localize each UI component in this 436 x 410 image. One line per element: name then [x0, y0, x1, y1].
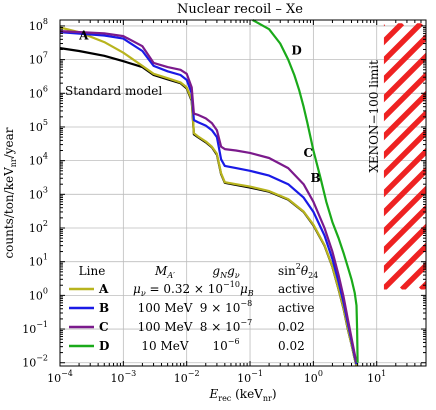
xenon-limit-region: XENON−100 limit — [367, 23, 426, 290]
legend-header-mass: MA′ — [154, 264, 175, 280]
legend-mass-d: 10 MeV — [141, 339, 188, 353]
limit-hatch — [383, 23, 426, 290]
hatch-stripe — [383, 128, 426, 179]
hatch-stripe — [383, 33, 426, 84]
legend-mass-b: 100 MeV — [138, 301, 193, 315]
curve-label: B — [310, 171, 320, 185]
series-line-c — [59, 30, 358, 363]
curve-label: A — [78, 28, 89, 42]
x-tick-label: 101 — [367, 369, 386, 385]
legend-line-d: D — [99, 339, 109, 353]
hatch-stripe — [383, 147, 426, 198]
hatch-stripe — [383, 204, 426, 255]
hatch-stripe — [383, 52, 426, 103]
y-tick-label: 103 — [29, 185, 48, 201]
plot-frame — [59, 19, 427, 367]
legend-line-a: A — [98, 282, 109, 296]
y-tick-label: 102 — [29, 219, 48, 235]
legend-header-line: Line — [79, 264, 106, 278]
x-tick-label: 10−3 — [110, 369, 136, 385]
hatch-stripe — [383, 23, 405, 46]
hatch-stripe — [383, 223, 426, 274]
legend-mixing-b: active — [278, 301, 314, 315]
x-tick-label: 10−1 — [237, 369, 263, 385]
x-tick-label: 10−4 — [47, 369, 73, 385]
series-lines — [59, 19, 359, 367]
y-tick-label: 104 — [29, 152, 48, 168]
y-tick-label: 10−2 — [22, 354, 48, 370]
hatch-stripe — [383, 23, 424, 65]
curve-label: C — [304, 146, 314, 160]
legend-mixing-a: active — [278, 282, 314, 296]
x-tick-label: 100 — [304, 369, 323, 385]
series-line-b — [59, 31, 358, 365]
curve-label: D — [291, 44, 301, 58]
y-tick-label: 100 — [29, 286, 48, 302]
y-tick-label: 107 — [29, 51, 48, 67]
x-tick-label: 10−2 — [174, 369, 200, 385]
legend-coupling-d: 10−6 — [212, 337, 239, 353]
curve-labels: A Standard model D CB — [65, 28, 321, 185]
y-tick-label: 105 — [29, 118, 48, 134]
y-tick-label: 106 — [29, 84, 48, 100]
legend: Line MA′ gNgν sin2θ24 A μν = 0.32 × 10−10μB ac… — [69, 262, 318, 353]
hatch-stripe — [383, 242, 426, 290]
legend-line-b: B — [99, 301, 109, 315]
legend-line-c: C — [99, 320, 109, 334]
y-tick-label: 108 — [29, 17, 48, 33]
series-line-d — [252, 19, 359, 363]
grid — [59, 20, 426, 366]
x-axis-label: Erec (keVnr) — [208, 387, 276, 403]
legend-coupling-b: 9 × 10−8 — [200, 299, 252, 315]
y-tick-label: 10−1 — [22, 320, 48, 336]
axis-ticks: 10−4 10−3 10−2 10−1 100 101 10−2 10−1 100 101 102 1… — [22, 17, 427, 385]
legend-mass-c: 100 MeV — [138, 320, 193, 334]
y-tick-label: 101 — [29, 253, 48, 269]
legend-header-coupling: gNgν — [212, 264, 239, 280]
chart-title: Nuclear recoil – Xe — [177, 2, 303, 17]
legend-mixing-d: 0.02 — [278, 339, 305, 353]
curve-label: Standard model — [65, 84, 162, 98]
legend-header-mixing: sin2θ24 — [278, 262, 318, 280]
y-axis-label: counts/ton/keVnr/year — [2, 127, 18, 258]
series-line-a — [59, 26, 358, 367]
limit-label: XENON−100 limit — [367, 60, 381, 173]
legend-mixing-c: 0.02 — [278, 320, 305, 334]
legend-coupling-c: 8 × 10−7 — [200, 318, 252, 334]
legend-param-a: μν = 0.32 × 10−10μB — [133, 280, 254, 298]
